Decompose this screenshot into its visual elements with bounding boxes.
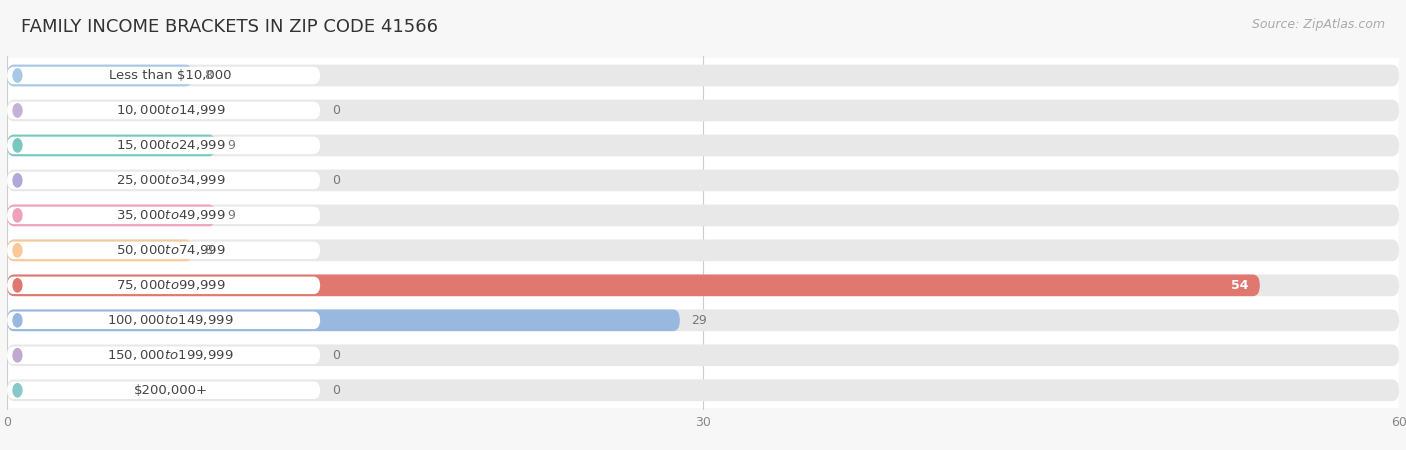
- Circle shape: [13, 349, 22, 362]
- Text: 0: 0: [332, 384, 340, 397]
- Circle shape: [13, 209, 22, 222]
- FancyBboxPatch shape: [7, 102, 321, 119]
- FancyBboxPatch shape: [7, 379, 1399, 401]
- Text: FAMILY INCOME BRACKETS IN ZIP CODE 41566: FAMILY INCOME BRACKETS IN ZIP CODE 41566: [21, 18, 439, 36]
- Circle shape: [13, 383, 22, 397]
- Text: $25,000 to $34,999: $25,000 to $34,999: [115, 173, 225, 187]
- Text: $75,000 to $99,999: $75,000 to $99,999: [115, 279, 225, 292]
- Circle shape: [13, 174, 22, 187]
- Text: $15,000 to $24,999: $15,000 to $24,999: [115, 139, 225, 153]
- FancyBboxPatch shape: [7, 170, 1399, 191]
- Circle shape: [13, 104, 22, 117]
- FancyBboxPatch shape: [7, 65, 1399, 86]
- FancyBboxPatch shape: [7, 128, 1399, 163]
- FancyBboxPatch shape: [7, 205, 1399, 226]
- FancyBboxPatch shape: [7, 93, 1399, 128]
- FancyBboxPatch shape: [7, 344, 1399, 366]
- FancyBboxPatch shape: [7, 135, 217, 156]
- FancyBboxPatch shape: [7, 274, 1399, 296]
- FancyBboxPatch shape: [7, 274, 1260, 296]
- Circle shape: [13, 139, 22, 152]
- FancyBboxPatch shape: [7, 373, 1399, 408]
- Text: 29: 29: [692, 314, 707, 327]
- FancyBboxPatch shape: [7, 310, 681, 331]
- FancyBboxPatch shape: [7, 163, 1399, 198]
- Text: 54: 54: [1230, 279, 1249, 292]
- FancyBboxPatch shape: [7, 242, 321, 259]
- FancyBboxPatch shape: [7, 207, 321, 224]
- Text: $200,000+: $200,000+: [134, 384, 208, 397]
- FancyBboxPatch shape: [7, 346, 321, 364]
- FancyBboxPatch shape: [7, 65, 193, 86]
- FancyBboxPatch shape: [7, 171, 321, 189]
- Circle shape: [13, 69, 22, 82]
- FancyBboxPatch shape: [7, 310, 1399, 331]
- Text: 8: 8: [204, 69, 212, 82]
- Text: 0: 0: [332, 174, 340, 187]
- Text: 0: 0: [332, 349, 340, 362]
- Text: $35,000 to $49,999: $35,000 to $49,999: [115, 208, 225, 222]
- Text: $100,000 to $149,999: $100,000 to $149,999: [107, 313, 233, 327]
- FancyBboxPatch shape: [7, 99, 1399, 122]
- FancyBboxPatch shape: [7, 338, 1399, 373]
- FancyBboxPatch shape: [7, 137, 321, 154]
- FancyBboxPatch shape: [7, 239, 1399, 261]
- FancyBboxPatch shape: [7, 303, 1399, 338]
- Text: $10,000 to $14,999: $10,000 to $14,999: [115, 104, 225, 117]
- Text: $50,000 to $74,999: $50,000 to $74,999: [115, 243, 225, 257]
- FancyBboxPatch shape: [7, 233, 1399, 268]
- FancyBboxPatch shape: [7, 268, 1399, 303]
- Text: Source: ZipAtlas.com: Source: ZipAtlas.com: [1251, 18, 1385, 31]
- Text: 9: 9: [228, 139, 235, 152]
- Text: $150,000 to $199,999: $150,000 to $199,999: [107, 348, 233, 362]
- FancyBboxPatch shape: [7, 382, 321, 399]
- FancyBboxPatch shape: [7, 67, 321, 84]
- Text: 8: 8: [204, 244, 212, 257]
- FancyBboxPatch shape: [7, 135, 1399, 156]
- Text: 0: 0: [332, 104, 340, 117]
- Circle shape: [13, 279, 22, 292]
- Text: Less than $10,000: Less than $10,000: [110, 69, 232, 82]
- FancyBboxPatch shape: [7, 239, 193, 261]
- FancyBboxPatch shape: [7, 205, 217, 226]
- FancyBboxPatch shape: [7, 198, 1399, 233]
- Circle shape: [13, 244, 22, 257]
- FancyBboxPatch shape: [7, 311, 321, 329]
- FancyBboxPatch shape: [7, 58, 1399, 93]
- FancyBboxPatch shape: [7, 277, 321, 294]
- Circle shape: [13, 314, 22, 327]
- Text: 9: 9: [228, 209, 235, 222]
